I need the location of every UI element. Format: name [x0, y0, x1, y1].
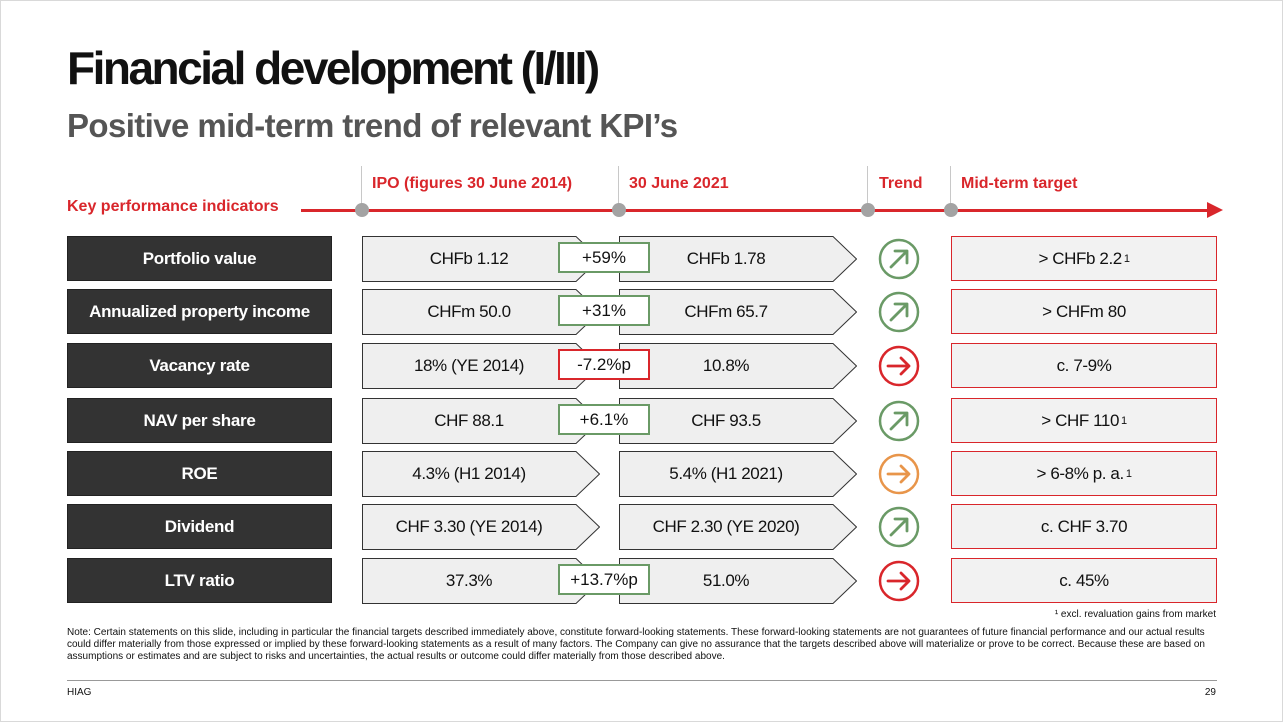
- kpi-label: ROE: [67, 451, 332, 496]
- kpi-label: Vacancy rate: [67, 343, 332, 388]
- change-badge: +13.7%p: [558, 564, 650, 595]
- trend-right-arrow-icon: [878, 345, 920, 387]
- kpi-label: NAV per share: [67, 398, 332, 443]
- target-text: > 6-8% p. a.: [1036, 463, 1124, 483]
- current-value: CHF 93.5: [619, 398, 857, 444]
- table-row: Annualized property income CHFm 50.0 CHFm …: [1, 289, 1282, 335]
- trend-up-arrow-icon: [878, 238, 920, 280]
- target-text: > CHF 110: [1041, 410, 1120, 430]
- target-value: > CHF 110 1: [951, 398, 1217, 443]
- target-text: c. 7-9%: [1056, 355, 1112, 375]
- target-value: > CHFb 2.2 1: [951, 236, 1217, 281]
- ipo-value: CHF 88.1: [362, 398, 600, 444]
- ipo-value-text: CHF 3.30 (YE 2014): [395, 517, 543, 536]
- target-text: c. CHF 3.70: [1040, 516, 1128, 536]
- trend-up-arrow-icon: [878, 400, 920, 442]
- kpi-label: Dividend: [67, 504, 332, 549]
- timeline-axis: [301, 209, 1213, 212]
- ipo-value-text: CHF 88.1: [434, 411, 504, 430]
- current-value-text: 10.8%: [702, 356, 750, 375]
- page-subtitle: Positive mid-term trend of relevant KPI’…: [67, 107, 678, 144]
- page-number: 29: [1204, 687, 1216, 698]
- current-value-text: 5.4% (H1 2021): [669, 464, 783, 483]
- timeline-dot-ipo: [355, 203, 369, 217]
- target-value: c. 7-9%: [951, 343, 1217, 388]
- column-divider-trend: [867, 166, 868, 210]
- table-row: Dividend CHF 3.30 (YE 2014) CHF 2.30 (YE 2…: [1, 504, 1282, 550]
- target-text: > CHFb 2.2: [1038, 248, 1122, 268]
- trend-up-arrow-icon: [878, 291, 920, 333]
- table-row: Vacancy rate 18% (YE 2014) 10.8% -7.2%p c. 7…: [1, 343, 1282, 389]
- current-value: 5.4% (H1 2021): [619, 451, 857, 497]
- header-trend: Trend: [879, 175, 923, 192]
- header-target: Mid-term target: [961, 175, 1078, 192]
- disclaimer-note: Note: Certain statements on this slide, …: [67, 627, 1205, 662]
- table-row: Portfolio value CHFb 1.12 CHFb 1.78 +59% > C…: [1, 236, 1282, 282]
- target-value: c. 45%: [951, 558, 1217, 603]
- current-value: CHFm 65.7: [619, 289, 857, 335]
- current-value-text: 51.0%: [702, 571, 750, 590]
- ipo-value: CHFb 1.12: [362, 236, 600, 282]
- trend-right-arrow-icon: [878, 453, 920, 495]
- current-value: 10.8%: [619, 343, 857, 389]
- timeline-arrow-icon: [1207, 202, 1223, 218]
- footer-divider: [67, 680, 1217, 681]
- change-badge: +6.1%: [558, 404, 650, 435]
- table-row: ROE 4.3% (H1 2014) 5.4% (H1 2021) > 6-8% p.…: [1, 451, 1282, 497]
- ipo-value-text: CHFb 1.12: [429, 249, 509, 268]
- timeline-dot-target: [944, 203, 958, 217]
- target-text: c. 45%: [1059, 570, 1109, 590]
- column-divider-ipo: [361, 166, 362, 210]
- ipo-value: CHF 3.30 (YE 2014): [362, 504, 600, 550]
- trend-right-arrow-icon: [878, 560, 920, 602]
- ipo-value: 18% (YE 2014): [362, 343, 600, 389]
- footnote: ¹ excl. revaluation gains from market: [1054, 609, 1216, 620]
- footnote-marker: 1: [1121, 414, 1127, 427]
- current-value: CHFb 1.78: [619, 236, 857, 282]
- table-row: NAV per share CHF 88.1 CHF 93.5 +6.1% > CHF …: [1, 398, 1282, 444]
- footnote-marker: 1: [1123, 252, 1130, 265]
- target-value: c. CHF 3.70: [951, 504, 1217, 549]
- current-value: 51.0%: [619, 558, 857, 604]
- table-row: LTV ratio 37.3% 51.0% +13.7%p c. 45%: [1, 558, 1282, 604]
- ipo-value: CHFm 50.0: [362, 289, 600, 335]
- page-title: Financial development (I/III): [67, 42, 600, 94]
- target-value: > CHFm 80: [951, 289, 1217, 334]
- ipo-value-text: CHFm 50.0: [427, 302, 511, 321]
- change-badge: -7.2%p: [558, 349, 650, 380]
- current-value-text: CHF 93.5: [691, 411, 761, 430]
- ipo-value-text: 4.3% (H1 2014): [412, 464, 526, 483]
- ipo-value: 4.3% (H1 2014): [362, 451, 600, 497]
- target-value: > 6-8% p. a. 1: [951, 451, 1217, 496]
- kpi-label: Portfolio value: [67, 236, 332, 281]
- current-value-text: CHF 2.30 (YE 2020): [652, 517, 800, 536]
- target-text: > CHFm 80: [1042, 301, 1126, 321]
- ipo-value-text: 37.3%: [445, 571, 493, 590]
- current-value-text: CHFb 1.78: [686, 249, 766, 268]
- change-badge: +59%: [558, 242, 650, 273]
- header-current: 30 June 2021: [629, 175, 729, 192]
- timeline-dot-current: [612, 203, 626, 217]
- header-ipo: IPO (figures 30 June 2014): [372, 175, 573, 192]
- kpi-label: Annualized property income: [67, 289, 332, 334]
- trend-up-arrow-icon: [878, 506, 920, 548]
- footer-company: HIAG: [67, 687, 92, 698]
- column-divider-current: [618, 166, 619, 210]
- timeline-dot-trend: [861, 203, 875, 217]
- footnote-marker: 1: [1125, 467, 1132, 480]
- column-divider-target: [950, 166, 951, 210]
- change-badge: +31%: [558, 295, 650, 326]
- current-value-text: CHFm 65.7: [684, 302, 768, 321]
- ipo-value: 37.3%: [362, 558, 600, 604]
- header-kpi: Key performance indicators: [67, 198, 279, 215]
- kpi-label: LTV ratio: [67, 558, 332, 603]
- current-value: CHF 2.30 (YE 2020): [619, 504, 857, 550]
- ipo-value-text: 18% (YE 2014): [413, 356, 525, 375]
